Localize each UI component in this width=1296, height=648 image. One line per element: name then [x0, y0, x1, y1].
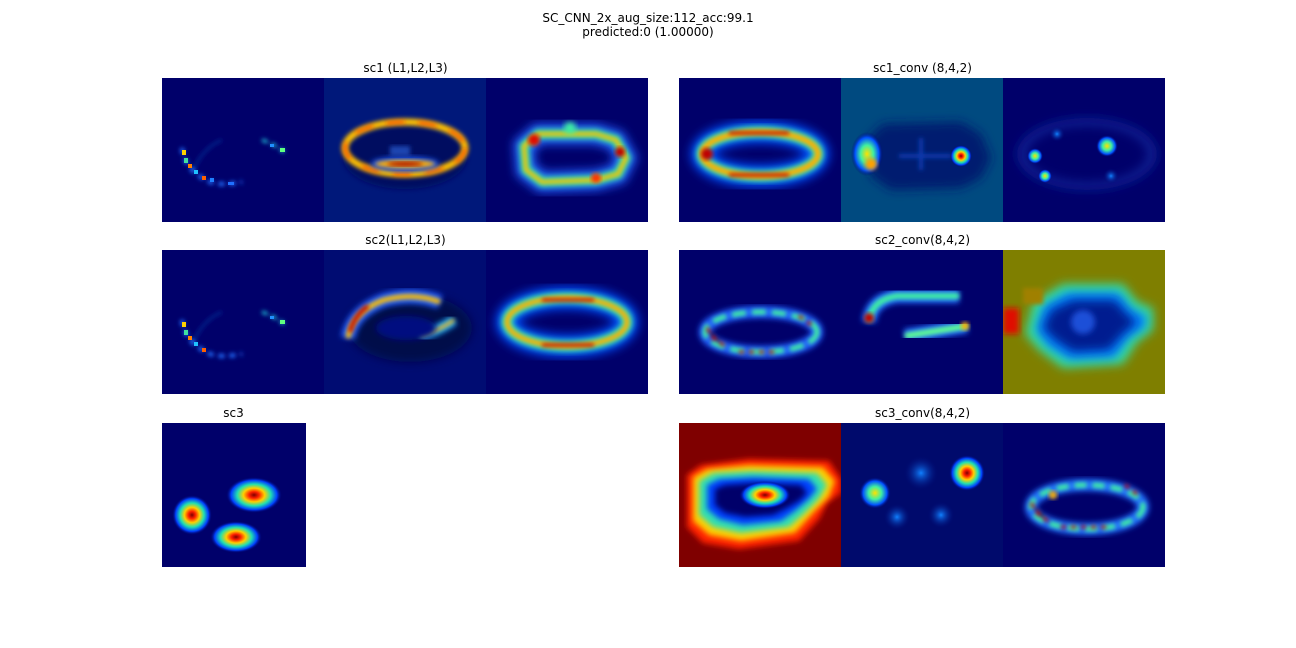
figure-title: SC_CNN_2x_aug_size:112_acc:99.1 predicte… — [0, 11, 1296, 39]
sc2-conv-title: sc2_conv(8,4,2) — [874, 233, 971, 247]
sc1-conv-map-3 — [1003, 78, 1165, 222]
sc3-title: sc3 — [223, 406, 244, 420]
sc3-map — [162, 423, 306, 567]
sc3-conv-map-2 — [841, 423, 1003, 567]
sc1-map-l1 — [162, 78, 324, 222]
sc3-conv-title: sc3_conv(8,4,2) — [874, 406, 971, 420]
sc2-conv-map-2 — [841, 250, 1003, 394]
sc1-map-l2 — [324, 78, 486, 222]
sc3-conv-map-3 — [1003, 423, 1165, 567]
sc2-image-strip — [162, 250, 649, 394]
sc1-image-strip — [162, 78, 649, 222]
sc2-conv-map-3 — [1003, 250, 1165, 394]
sc3-conv-map-1 — [679, 423, 841, 567]
sc1-map-l3 — [486, 78, 648, 222]
sc1-conv-map-1 — [679, 78, 841, 222]
sc1-conv-image-strip — [679, 78, 1166, 222]
figure-title-line2: predicted:0 (1.00000) — [582, 25, 714, 39]
sc2-map-l3 — [486, 250, 648, 394]
sc2-title: sc2(L1,L2,L3) — [365, 233, 446, 247]
sc3-image-strip — [162, 423, 306, 567]
sc3-conv-image-strip — [679, 423, 1166, 567]
sc1-conv-map-2 — [841, 78, 1003, 222]
sc2-map-l1 — [162, 250, 324, 394]
sc2-conv-image-strip — [679, 250, 1166, 394]
sc2-map-l2 — [324, 250, 486, 394]
sc2-conv-map-1 — [679, 250, 841, 394]
sc1-title: sc1 (L1,L2,L3) — [363, 61, 448, 75]
figure-title-line1: SC_CNN_2x_aug_size:112_acc:99.1 — [542, 11, 754, 25]
sc1-conv-title: sc1_conv (8,4,2) — [873, 61, 972, 75]
